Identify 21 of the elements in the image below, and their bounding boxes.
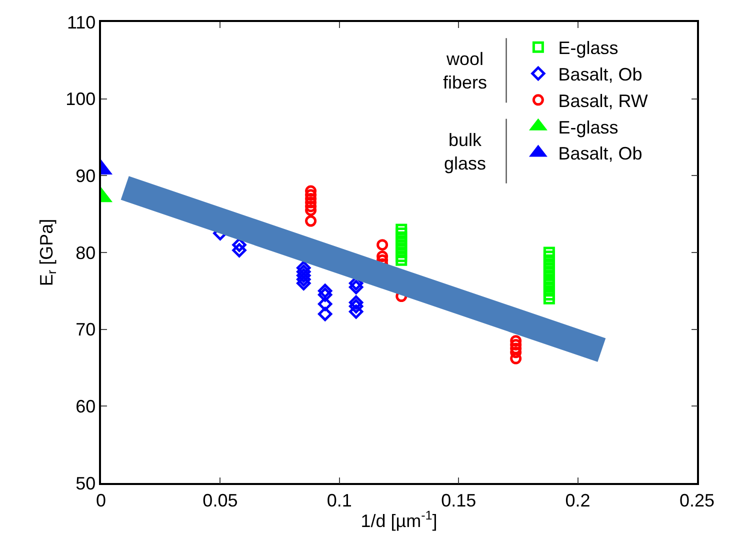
legend-label: Basalt, Ob bbox=[558, 144, 642, 164]
y-tick-label: 50 bbox=[76, 473, 96, 494]
x-tick-label: 0.05 bbox=[202, 490, 238, 510]
legend-label: Basalt, RW bbox=[558, 90, 648, 111]
y-tick-label: 110 bbox=[66, 12, 96, 32]
y-tick-label: 60 bbox=[76, 396, 96, 416]
x-tick-label: 0 bbox=[96, 490, 106, 510]
annotation: bulk glass bbox=[444, 130, 486, 174]
y-tick-label: 100 bbox=[66, 89, 96, 110]
legend-label: Basalt, Ob bbox=[558, 64, 642, 85]
x-tick-label: 0.1 bbox=[326, 490, 352, 510]
y-tick-label: 80 bbox=[76, 242, 96, 263]
legend-label: E-glass bbox=[558, 117, 618, 138]
legend-label: E-glass bbox=[558, 38, 618, 58]
y-tick-label: 70 bbox=[76, 320, 96, 340]
x-tick-label: 0.25 bbox=[679, 490, 715, 510]
x-tick-label: 0.15 bbox=[441, 490, 476, 510]
x-axis-title: 1/d [µm$^{-1}$] bbox=[360, 508, 438, 531]
annotation: wool fibers bbox=[443, 49, 488, 92]
x-tick-label: 0.2 bbox=[565, 490, 590, 510]
y-tick-label: 90 bbox=[76, 166, 96, 186]
